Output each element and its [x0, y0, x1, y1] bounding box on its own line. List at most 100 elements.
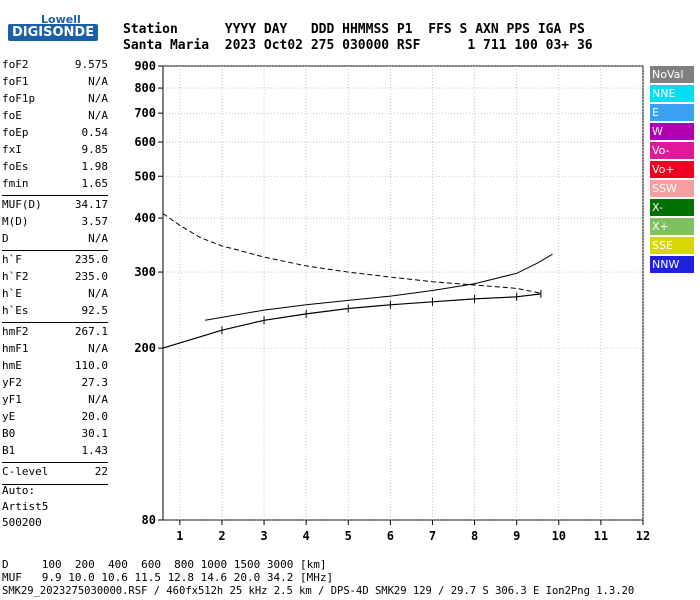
y-tick-label: 400	[134, 211, 156, 225]
param-value: N/A	[88, 393, 108, 406]
legend-item: X+	[650, 218, 694, 235]
param-row: h`E N/A	[2, 287, 108, 304]
param-name: hmF1	[2, 342, 29, 355]
param-value: 9.575	[74, 58, 108, 71]
param-row: fxI 9.85	[2, 143, 108, 160]
logo-lowell: Lowell	[41, 13, 81, 26]
y-tick-label: 600	[134, 135, 156, 149]
param-value: 1.65	[81, 177, 109, 190]
param-value: 1.43	[81, 444, 109, 457]
param-row: foE N/A	[2, 109, 108, 126]
param-value: 235.0	[74, 253, 108, 266]
param-name: hmF2	[2, 325, 29, 338]
param-value: 1.98	[81, 160, 109, 173]
param-name: yE	[2, 410, 16, 423]
auto-code: 500200	[2, 516, 42, 529]
x-tick-label: 3	[260, 529, 267, 543]
x-tick-label: 7	[429, 529, 436, 543]
legend-item: Vo-	[650, 142, 694, 159]
trace-line	[205, 253, 553, 321]
x-tick-label: 10	[552, 529, 566, 543]
param-value: 0.54	[81, 126, 109, 139]
param-row: M(D) 3.57	[2, 215, 108, 232]
param-name: D	[2, 232, 9, 245]
legend-item: NoVal	[650, 66, 694, 83]
y-tick-label: 200	[134, 341, 156, 355]
param-value: 22	[94, 465, 108, 478]
param-value: 110.0	[74, 359, 108, 372]
param-name: h`F2	[2, 270, 29, 283]
param-name: fmin	[2, 177, 29, 190]
x-tick-label: 9	[513, 529, 520, 543]
param-row: foEp 0.54	[2, 126, 108, 143]
param-row: foEs 1.98	[2, 160, 108, 177]
x-tick-label: 11	[594, 529, 608, 543]
param-row: foF1 N/A	[2, 75, 108, 92]
param-name: hmE	[2, 359, 22, 372]
param-value: N/A	[88, 342, 108, 355]
legend-item: SSW	[650, 180, 694, 197]
y-tick-label: 900	[134, 59, 156, 73]
param-row: h`F2 235.0	[2, 270, 108, 287]
param-value: N/A	[88, 92, 108, 105]
param-name: h`F	[2, 253, 22, 266]
x-tick-label: 8	[471, 529, 478, 543]
legend-item: NNE	[650, 85, 694, 102]
y-tick-label: 700	[134, 106, 156, 120]
param-row: h`Es 92.5	[2, 304, 108, 321]
param-value: N/A	[88, 232, 108, 245]
param-value: 9.85	[81, 143, 109, 156]
param-value: 235.0	[74, 270, 108, 283]
legend-item: E	[650, 104, 694, 121]
param-name: fxI	[2, 143, 22, 156]
param-name: M(D)	[2, 215, 29, 228]
param-row: B1 1.43	[2, 444, 108, 461]
param-name: C-level	[2, 465, 49, 478]
footer-distance-row: D 100 200 400 600 800 1000 1500 3000 [km…	[2, 558, 327, 571]
param-value: 30.1	[81, 427, 109, 440]
footer-muf-row: MUF 9.9 10.0 10.6 11.5 12.8 14.6 20.0 34…	[2, 571, 334, 584]
legend-item: Vo+	[650, 161, 694, 178]
param-name: h`E	[2, 287, 22, 300]
param-value: 3.57	[81, 215, 109, 228]
panel-separator	[2, 195, 108, 196]
param-row: hmE 110.0	[2, 359, 108, 376]
param-name: B0	[2, 427, 16, 440]
param-name: yF2	[2, 376, 22, 389]
ionogram-chart: 1 2 3 4 5 6 7 8 9 10 11 128020030040050060070080090…	[134, 59, 650, 543]
param-row: C-level 22	[2, 465, 108, 482]
auto-artist: Artist5	[2, 500, 49, 513]
auto-label: Auto:	[2, 484, 36, 497]
footer-file-info: SMK29_2023275030000.RSF / 460fx512h 25 k…	[2, 585, 635, 597]
param-name: foF2	[2, 58, 29, 71]
param-name: foE	[2, 109, 22, 122]
x-tick-label: 1	[176, 529, 183, 543]
legend-item: SSE	[650, 237, 694, 254]
param-value: N/A	[88, 287, 108, 300]
param-name: MUF(D)	[2, 198, 42, 211]
param-row: hmF1 N/A	[2, 342, 108, 359]
param-value: N/A	[88, 75, 108, 88]
virtual-height-dashed-curve	[162, 213, 541, 294]
param-value: 27.3	[81, 376, 109, 389]
param-row: MUF(D) 34.17	[2, 198, 108, 215]
param-value: 267.1	[74, 325, 108, 338]
plot-frame	[162, 65, 644, 521]
legend-item: X-	[650, 199, 694, 216]
param-row: B0 30.1	[2, 427, 108, 444]
param-row: foF1p N/A	[2, 92, 108, 109]
param-row: D N/A	[2, 232, 108, 249]
x-tick-label: 12	[636, 529, 650, 543]
param-row: fmin 1.65	[2, 177, 108, 194]
x-tick-label: 2	[218, 529, 225, 543]
param-value: 34.17	[74, 198, 108, 211]
param-name: yF1	[2, 393, 22, 406]
logo-digisonde: DIGISONDE	[8, 24, 99, 41]
x-tick-label: 4	[303, 529, 310, 543]
param-name: foEs	[2, 160, 29, 173]
param-value: N/A	[88, 109, 108, 122]
param-row: yE 20.0	[2, 410, 108, 427]
panel-separator	[2, 322, 108, 323]
param-row: yF2 27.3	[2, 376, 108, 393]
param-value: 92.5	[81, 304, 109, 317]
